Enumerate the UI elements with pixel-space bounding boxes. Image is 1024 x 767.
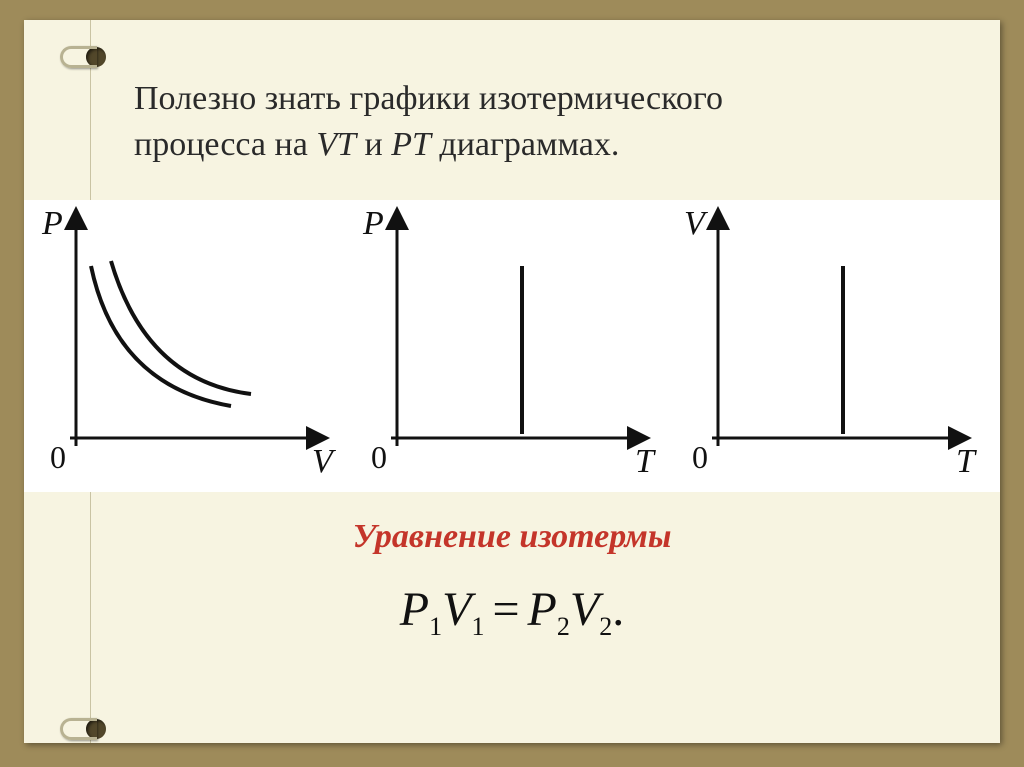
pv-x-label: V bbox=[312, 443, 337, 480]
isotherm-equation: P1V1=P2V2. bbox=[24, 582, 1000, 642]
pt-y-label: P bbox=[362, 206, 384, 242]
chart-pv: P V 0 bbox=[36, 206, 346, 486]
eq-P1-sub: 1 bbox=[429, 612, 442, 641]
eq-P2-sub: 2 bbox=[557, 612, 570, 641]
slide-background: Полезно знать графики изотермического пр… bbox=[0, 0, 1024, 767]
title-pt: PT bbox=[391, 126, 431, 163]
eq-P2-P: P bbox=[528, 583, 557, 636]
eq-V2-V: V bbox=[570, 583, 599, 636]
charts-band: P V 0 P T 0 bbox=[24, 200, 1000, 492]
title-line2-prefix: процесса на bbox=[134, 126, 316, 163]
vt-x-label: T bbox=[956, 443, 977, 480]
eq-V1-sub: 1 bbox=[471, 612, 484, 641]
chart-vt: V T 0 bbox=[678, 206, 988, 486]
chart-pt: P T 0 bbox=[357, 206, 667, 486]
eq-dot: . bbox=[612, 583, 624, 636]
binder-ring-bottom bbox=[68, 710, 106, 748]
eq-V2-sub: 2 bbox=[599, 612, 612, 641]
title-vt: VT bbox=[316, 126, 356, 163]
pt-x-label: T bbox=[635, 443, 656, 480]
title-and: и bbox=[356, 126, 391, 163]
pt-zero: 0 bbox=[371, 439, 387, 475]
title-line2-suffix: диаграммах. bbox=[431, 126, 620, 163]
vt-zero: 0 bbox=[692, 439, 708, 475]
title-line1: Полезно знать графики изотермического bbox=[134, 80, 723, 117]
vt-y-label: V bbox=[684, 206, 709, 242]
eq-V1-V: V bbox=[442, 583, 471, 636]
binder-ring-top bbox=[68, 38, 106, 76]
eq-P1-P: P bbox=[400, 583, 429, 636]
pv-y-label: P bbox=[41, 206, 63, 242]
eq-equals: = bbox=[484, 583, 527, 636]
pv-zero: 0 bbox=[50, 439, 66, 475]
paper-sheet: Полезно знать графики изотермического пр… bbox=[24, 20, 1000, 743]
slide-title: Полезно знать графики изотермического пр… bbox=[134, 76, 960, 168]
isotherm-equation-title: Уравнение изотермы bbox=[24, 518, 1000, 556]
